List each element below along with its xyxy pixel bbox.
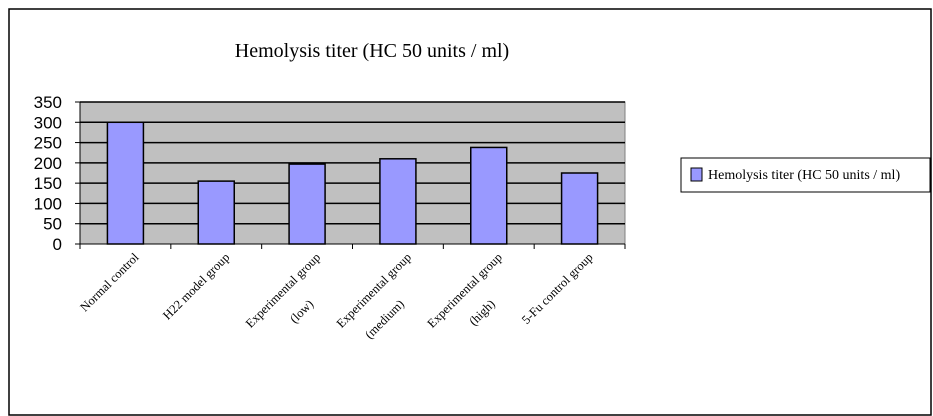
y-tick-label: 100 — [34, 194, 62, 213]
y-tick-label: 250 — [34, 134, 62, 153]
legend: Hemolysis titer (HC 50 units / ml) — [680, 157, 931, 193]
y-tick-label: 200 — [34, 154, 62, 173]
chart-title: Hemolysis titer (HC 50 units / ml) — [235, 40, 509, 62]
legend-swatch — [690, 167, 703, 182]
bar — [379, 158, 417, 245]
y-tick-label: 0 — [53, 235, 62, 254]
gridlines — [80, 101, 625, 225]
bar — [560, 172, 599, 245]
plot-background — [79, 101, 626, 245]
y-tick-label: 350 — [34, 93, 62, 112]
y-tick-label: 300 — [34, 113, 62, 132]
legend-label: Hemolysis titer (HC 50 units / ml) — [708, 168, 900, 183]
y-tick-label: 50 — [43, 215, 62, 234]
bars — [106, 121, 599, 245]
y-tick-label: 150 — [34, 174, 62, 193]
bar — [106, 121, 145, 245]
legend-box — [680, 157, 931, 193]
bar — [470, 146, 508, 245]
bar — [288, 163, 326, 245]
bar — [197, 180, 235, 245]
